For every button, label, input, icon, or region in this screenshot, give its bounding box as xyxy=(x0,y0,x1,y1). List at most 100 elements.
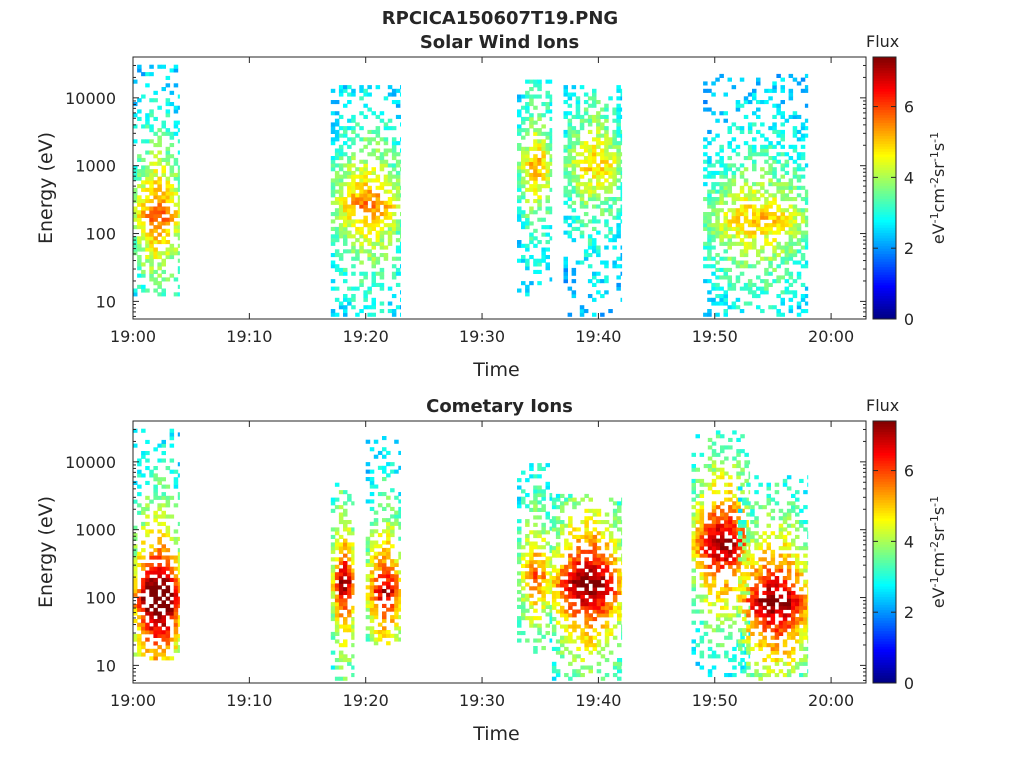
heatmap-cell xyxy=(715,452,721,457)
heatmap-cell xyxy=(580,497,585,502)
heatmap-cell xyxy=(343,88,348,93)
heatmap-cell xyxy=(600,294,605,299)
heatmap-cell xyxy=(545,102,550,107)
heatmap-cell xyxy=(691,650,696,655)
heatmap-cell xyxy=(133,165,138,170)
heatmap-cell xyxy=(784,290,790,295)
heatmap-cell xyxy=(760,309,765,314)
heatmap-cell xyxy=(587,185,593,190)
heatmap-cell xyxy=(735,264,741,269)
heatmap-cell xyxy=(387,126,393,131)
colorbar-segment xyxy=(873,248,896,252)
heatmap-cell xyxy=(621,553,623,558)
heatmap-cell xyxy=(732,546,737,551)
heatmap-cell xyxy=(373,566,379,571)
heatmap-cell xyxy=(764,223,769,228)
heatmap-cell xyxy=(592,118,597,123)
heatmap-cell xyxy=(391,264,397,269)
heatmap-cell xyxy=(776,219,781,224)
heatmap-cell xyxy=(343,182,348,187)
heatmap-cell xyxy=(541,161,546,166)
heatmap-cell xyxy=(145,243,150,248)
heatmap-cell xyxy=(351,219,356,224)
heatmap-cell xyxy=(382,540,387,545)
heatmap-cell xyxy=(572,669,577,674)
heatmap-cell xyxy=(711,490,717,495)
heatmap-cell xyxy=(133,191,138,196)
heatmap-cell xyxy=(568,520,573,525)
heatmap-cell xyxy=(371,129,376,134)
heatmap-cell xyxy=(727,189,732,194)
heatmap-cell xyxy=(766,546,771,551)
heatmap-cell xyxy=(177,165,180,170)
heatmap-cell xyxy=(584,635,589,640)
heatmap-cell xyxy=(165,191,171,196)
heatmap-cell xyxy=(724,497,729,502)
colorbar-segment xyxy=(873,659,896,663)
heatmap-cell xyxy=(145,240,150,245)
heatmap-cell xyxy=(137,109,142,114)
heatmap-cell xyxy=(592,646,598,651)
heatmap-cell xyxy=(735,193,741,198)
heatmap-cell xyxy=(782,673,788,678)
heatmap-cell xyxy=(719,256,724,261)
heatmap-cell xyxy=(724,598,729,603)
heatmap-cell xyxy=(740,449,745,454)
heatmap-cell xyxy=(375,141,381,146)
heatmap-cell xyxy=(699,512,705,517)
heatmap-cell xyxy=(568,579,573,584)
heatmap-cell xyxy=(616,122,621,127)
heatmap-cell xyxy=(791,620,796,625)
heatmap-cell xyxy=(157,195,162,200)
heatmap-cell xyxy=(778,613,784,618)
heatmap-cell xyxy=(587,279,593,284)
heatmap-cell xyxy=(549,172,553,177)
heatmap-cell xyxy=(157,213,162,218)
heatmap-cell xyxy=(579,85,585,90)
heatmap-cell xyxy=(537,530,542,535)
heatmap-cell xyxy=(592,174,597,179)
heatmap-cell xyxy=(720,598,725,603)
heatmap-cell xyxy=(800,133,806,138)
heatmap-cell xyxy=(612,661,618,666)
heatmap-cell xyxy=(355,122,360,127)
heatmap-cell xyxy=(604,170,609,175)
heatmap-cell xyxy=(521,176,526,181)
heatmap-cell xyxy=(596,561,602,566)
heatmap-cell xyxy=(588,669,593,674)
heatmap-cell xyxy=(587,144,593,149)
heatmap-cell xyxy=(338,561,344,566)
heatmap-cell xyxy=(545,563,550,568)
heatmap-cell xyxy=(153,172,158,177)
heatmap-cell xyxy=(588,590,593,595)
heatmap-cell xyxy=(571,126,577,131)
heatmap-cell xyxy=(533,139,538,144)
heatmap-cell xyxy=(379,163,385,168)
heatmap-cell xyxy=(579,144,585,149)
heatmap-cell xyxy=(141,187,146,192)
heatmap-cell xyxy=(568,639,573,644)
heatmap-cell xyxy=(732,456,737,461)
heatmap-cell xyxy=(568,564,573,569)
heatmap-cell xyxy=(588,531,593,536)
heatmap-cell xyxy=(369,506,375,511)
heatmap-cell xyxy=(551,605,557,610)
heatmap-cell xyxy=(373,589,379,594)
heatmap-cell xyxy=(592,590,598,595)
heatmap-cell xyxy=(375,234,381,239)
heatmap-cell xyxy=(330,631,336,636)
heatmap-cell xyxy=(617,505,622,510)
heatmap-cell xyxy=(731,226,737,231)
colorbar-segment xyxy=(873,654,896,658)
heatmap-cell xyxy=(587,103,593,108)
heatmap-cell xyxy=(568,613,573,618)
heatmap-cell xyxy=(517,206,522,211)
heatmap-cell xyxy=(766,493,771,498)
heatmap-cell xyxy=(141,180,146,185)
heatmap-cell xyxy=(383,126,389,131)
heatmap-cell xyxy=(169,656,175,661)
heatmap-cell xyxy=(596,114,601,119)
heatmap-cell xyxy=(576,579,581,584)
heatmap-cell xyxy=(786,508,792,513)
heatmap-cell xyxy=(347,230,352,235)
